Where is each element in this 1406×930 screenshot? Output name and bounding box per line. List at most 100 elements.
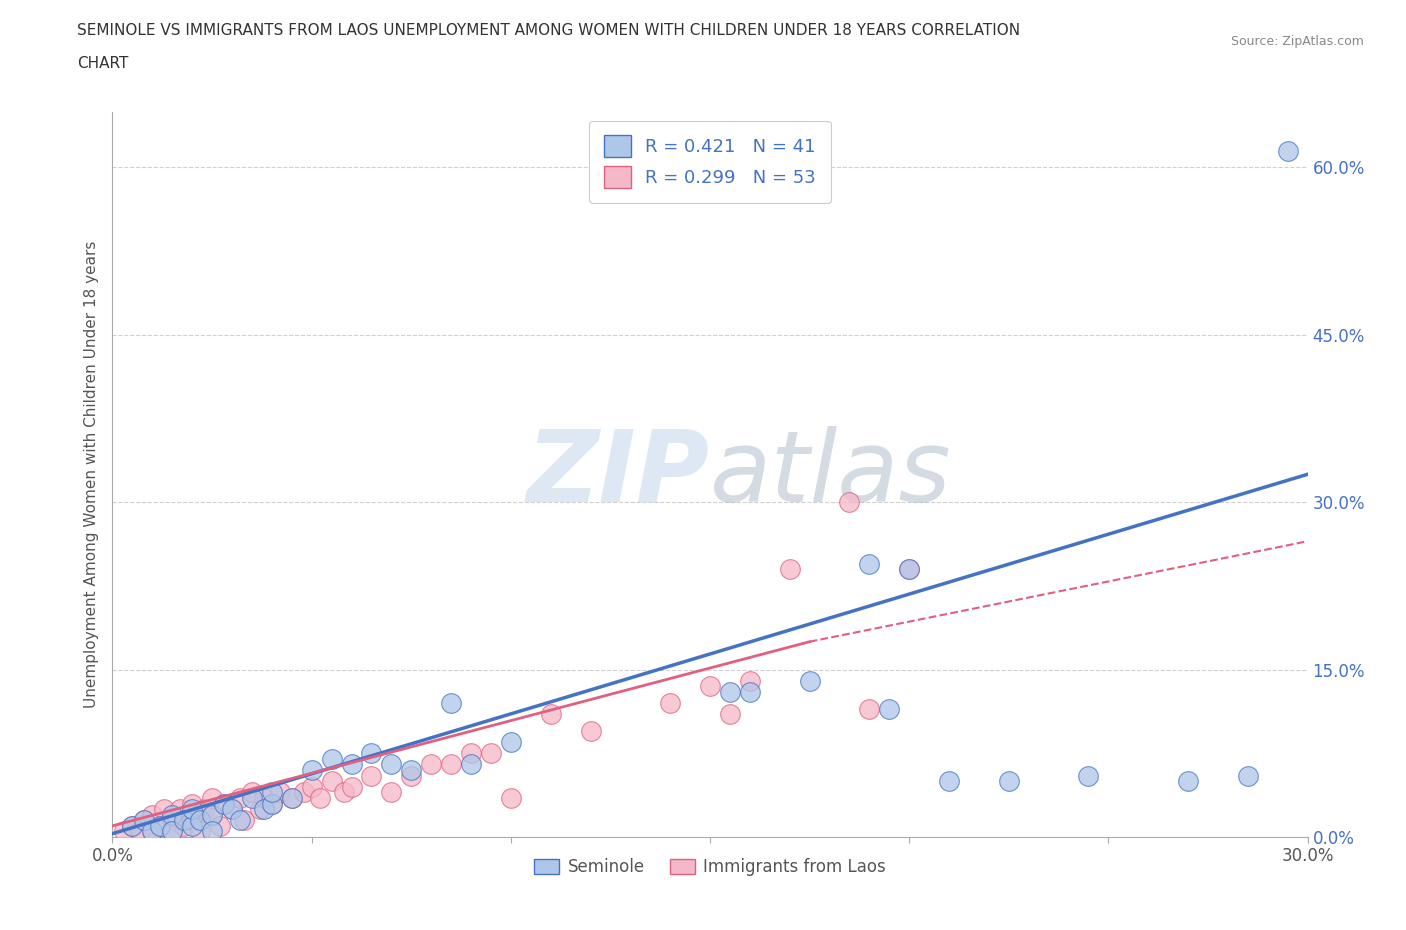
Point: [149, 818, 172, 833]
Point: [121, 818, 143, 833]
Point: [129, 824, 152, 839]
Point: [479, 746, 502, 761]
Point: [998, 774, 1021, 789]
Point: [380, 785, 402, 800]
Point: [898, 562, 921, 577]
Text: CHART: CHART: [77, 56, 129, 71]
Point: [579, 724, 602, 738]
Legend: Seminole, Immigrants from Laos: Seminole, Immigrants from Laos: [527, 852, 893, 883]
Point: [181, 813, 204, 828]
Point: [260, 785, 283, 800]
Point: [201, 807, 224, 822]
Point: [460, 757, 482, 772]
Point: [499, 735, 522, 750]
Point: [240, 790, 263, 805]
Point: [201, 790, 224, 805]
Point: [340, 779, 363, 794]
Point: [162, 813, 183, 828]
Point: [321, 774, 343, 789]
Point: [420, 757, 443, 772]
Point: [229, 790, 252, 805]
Point: [838, 495, 860, 510]
Point: [233, 813, 256, 828]
Point: [292, 785, 315, 800]
Point: [260, 796, 283, 811]
Point: [212, 796, 235, 811]
Point: [240, 785, 263, 800]
Point: [253, 802, 276, 817]
Point: [718, 684, 741, 699]
Text: ZIP: ZIP: [527, 426, 710, 523]
Point: [201, 824, 224, 839]
Point: [1237, 768, 1260, 783]
Point: [360, 768, 382, 783]
Point: [938, 774, 960, 789]
Point: [181, 818, 204, 833]
Point: [153, 802, 176, 817]
Point: [169, 802, 191, 817]
Text: atlas: atlas: [710, 426, 952, 523]
Point: [301, 779, 323, 794]
Point: [260, 796, 283, 811]
Point: [173, 818, 195, 833]
Point: [181, 802, 204, 817]
Point: [540, 707, 562, 722]
Point: [440, 757, 463, 772]
Point: [401, 768, 423, 783]
Point: [779, 562, 801, 577]
Point: [858, 556, 880, 571]
Point: [499, 790, 522, 805]
Point: [360, 746, 382, 761]
Point: [718, 707, 741, 722]
Point: [281, 790, 304, 805]
Point: [193, 802, 215, 817]
Point: [221, 802, 243, 817]
Point: [141, 824, 163, 839]
Point: [659, 696, 682, 711]
Point: [114, 824, 135, 839]
Point: [162, 824, 183, 839]
Point: [332, 785, 354, 800]
Point: [440, 696, 463, 711]
Point: [879, 701, 901, 716]
Point: [281, 790, 304, 805]
Point: [269, 785, 291, 800]
Point: [301, 763, 323, 777]
Point: [134, 813, 156, 828]
Point: [249, 802, 271, 817]
Point: [201, 807, 224, 822]
Point: [181, 796, 204, 811]
Point: [340, 757, 363, 772]
Point: [1177, 774, 1199, 789]
Point: [1277, 143, 1299, 158]
Point: [162, 807, 183, 822]
Point: [308, 790, 330, 805]
Point: [149, 818, 172, 833]
Point: [229, 813, 252, 828]
Point: [460, 746, 482, 761]
Point: [1077, 768, 1099, 783]
Point: [141, 807, 163, 822]
Point: [188, 824, 211, 839]
Point: [121, 818, 143, 833]
Point: [699, 679, 721, 694]
Point: [858, 701, 880, 716]
Point: [221, 802, 243, 817]
Point: [738, 673, 761, 688]
Point: [134, 813, 156, 828]
Y-axis label: Unemployment Among Women with Children Under 18 years: Unemployment Among Women with Children U…: [83, 241, 98, 708]
Point: [401, 763, 423, 777]
Point: [253, 790, 276, 805]
Point: [738, 684, 761, 699]
Point: [209, 818, 232, 833]
Text: Source: ZipAtlas.com: Source: ZipAtlas.com: [1230, 35, 1364, 48]
Point: [380, 757, 402, 772]
Point: [212, 796, 235, 811]
Point: [162, 824, 183, 839]
Text: SEMINOLE VS IMMIGRANTS FROM LAOS UNEMPLOYMENT AMONG WOMEN WITH CHILDREN UNDER 18: SEMINOLE VS IMMIGRANTS FROM LAOS UNEMPLO…: [77, 23, 1021, 38]
Point: [799, 673, 821, 688]
Point: [188, 813, 211, 828]
Point: [141, 824, 163, 839]
Point: [321, 751, 343, 766]
Point: [898, 562, 921, 577]
